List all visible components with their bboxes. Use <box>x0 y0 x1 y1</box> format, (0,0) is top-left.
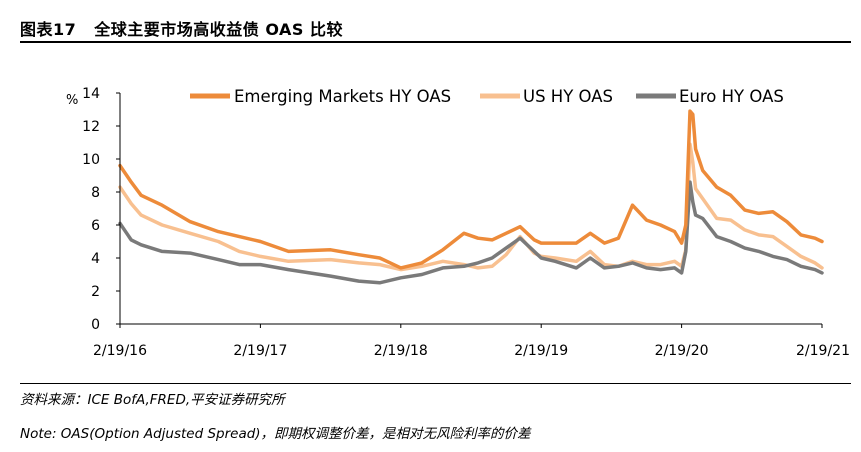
y-tick-label: 2 <box>91 284 100 300</box>
legend: Emerging Markets HY OAS US HY OAS Euro HY … <box>190 87 784 106</box>
y-tick-label: 12 <box>82 119 100 135</box>
y-tick-label: 14 <box>82 86 100 102</box>
oas-line-chart: 0 2 4 6 8 10 12 14% 2/19/16 2/19/17 2/19/18 2/19/19… <box>66 86 850 359</box>
x-tick-label: 2/19/19 <box>514 343 568 359</box>
x-tick-label: 2/19/21 <box>796 343 850 359</box>
x-tick-label: 2/19/16 <box>93 343 147 359</box>
y-tick-label: 10 <box>82 152 100 168</box>
series-line-us-hy-oas <box>118 142 824 272</box>
axis-layer: 0 2 4 6 8 10 12 14% 2/19/16 2/19/17 2/19/18 2/19/19… <box>66 86 850 359</box>
series-line-emerging-markets-hy-oas <box>118 109 824 270</box>
figure-caption: 全球主要市场高收益债 OAS 比较 <box>94 20 344 39</box>
series-line-euro-hy-oas <box>118 180 824 285</box>
footer-rule <box>20 383 851 384</box>
definition-note: Note: OAS(Option Adjusted Spread)，即期权调整价… <box>20 426 531 442</box>
y-tick-label: 6 <box>91 218 100 234</box>
x-tick-label: 2/19/17 <box>233 343 287 359</box>
y-tick-label: 4 <box>91 251 100 267</box>
legend-label: Euro HY OAS <box>679 87 784 106</box>
y-tick-label: 8 <box>91 185 100 201</box>
top-rule <box>20 41 851 43</box>
x-tick-label: 2/19/20 <box>655 343 709 359</box>
series-layer <box>118 109 824 285</box>
figure-number: 图表17 <box>20 20 77 39</box>
y-tick-label: 0 <box>91 317 100 333</box>
source-note: 资料来源：ICE BofA,FRED,平安证券研究所 <box>20 392 285 408</box>
x-tick-label: 2/19/18 <box>374 343 428 359</box>
y-axis-unit: % <box>66 93 78 108</box>
legend-label: Emerging Markets HY OAS <box>234 87 451 106</box>
figure-title: 图表17 全球主要市场高收益债 OAS 比较 <box>20 16 343 40</box>
legend-label: US HY OAS <box>523 87 613 106</box>
